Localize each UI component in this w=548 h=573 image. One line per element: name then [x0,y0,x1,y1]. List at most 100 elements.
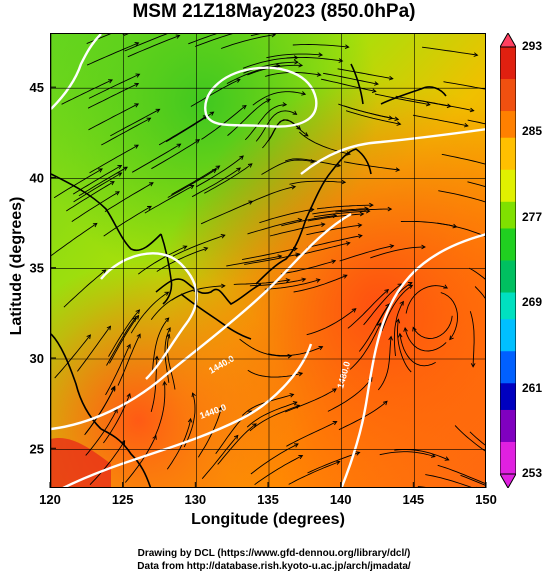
streamline [266,53,323,59]
streamline [89,440,125,486]
streamline-arrow [134,103,140,108]
streamline [286,56,343,62]
streamline-arrow [203,246,209,252]
streamline-arrow [364,206,369,212]
streamline-arrow [220,283,226,289]
streamline [261,159,315,175]
colorbar-tick-label: 293 [522,39,543,53]
streamline [250,443,299,475]
streamline-arrow [109,181,115,186]
streamline [412,315,453,339]
streamline [103,206,152,237]
streamline-arrow [252,423,257,428]
colorbar [500,33,516,488]
streamline [394,449,449,461]
streamline-arrow [407,282,413,287]
streamline-arrow [126,343,131,349]
colorbar-tick-label: 261 [522,380,543,395]
streamline-arrow [292,401,298,406]
streamline-arrow [298,455,304,460]
streamline-arrow [126,393,131,398]
height-contours [51,34,485,487]
streamline [404,327,447,352]
streamline-arrow [359,211,365,217]
streamline-arrow [175,34,181,39]
streamline [196,155,244,188]
streamline-arrow [98,168,103,173]
streamline [201,435,239,479]
y-axis-label: Latitude (degrees) [8,196,25,336]
streamline [363,283,402,326]
streamline [292,44,349,48]
streamline-arrow [331,259,337,264]
streamline-arrow [136,333,141,339]
streamline-arrow [134,314,140,320]
streamline [101,117,151,146]
streamline-arrow [443,284,449,289]
streamline-arrow [233,434,239,440]
streamline [467,119,485,125]
streamline-arrow [277,254,283,259]
colorbar-tick-label: 277 [522,209,543,224]
streamline-arrow [301,277,307,283]
streamline-arrow [345,241,351,246]
streamline-arrow [135,309,141,315]
streamline [54,334,91,379]
streamline-arrow [332,421,338,426]
streamline [286,421,337,447]
streamline [469,431,485,446]
streamline [200,200,253,225]
streamline [127,35,180,58]
streamline [87,83,139,109]
streamline [171,165,220,195]
streamline [337,68,393,80]
streamline-arrow [239,155,244,160]
streamline-arrow [351,308,357,313]
streamline-arrow [425,101,431,107]
streamline [285,388,337,413]
streamline-arrow [303,132,309,137]
streamline [244,104,287,141]
streamline [244,253,300,265]
streamline [370,246,426,259]
streamline [183,392,196,448]
streamline [425,474,472,487]
streamline [469,311,475,367]
streamline [349,322,382,370]
streamline-arrow [449,335,454,341]
streamline [264,279,320,290]
y-axis-ticks: 25 30 35 40 45 [30,80,56,456]
streamline-arrow [241,105,247,110]
streamline [152,317,170,371]
streamline-arrow [106,325,112,331]
streamline-arrow [388,335,393,341]
streamline [343,161,400,171]
streamline-arrow [301,91,307,96]
streamline [306,235,362,248]
streamline [78,166,128,197]
streamline [441,153,485,165]
streamline [281,215,337,227]
streamline [88,73,140,99]
streamline-arrow [152,434,157,440]
streamline-arrow [110,386,116,392]
streamline-arrow [209,111,215,116]
streamline [131,143,181,173]
streamline [89,144,139,174]
streamline-arrow [291,184,297,190]
streamline [254,455,303,486]
temperature-map: 1440.0 1440.0 1480.0 [51,34,485,487]
streamline [252,91,306,106]
streamline-arrow [369,202,374,208]
streamline [86,42,139,66]
streamline [293,274,348,293]
streamline-arrow [338,58,344,63]
streamline [379,451,436,458]
streamline-arrow [394,116,400,122]
streamline [247,219,302,235]
streamline [335,208,392,213]
streamline-arrow [117,172,123,177]
streamline [374,93,430,106]
streamline [412,114,468,127]
